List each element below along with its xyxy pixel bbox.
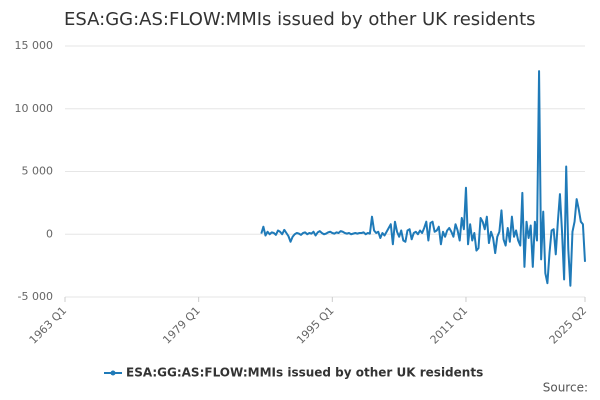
y-tick-label: 15 000 xyxy=(15,39,54,52)
x-tick-label: 1963 Q1 xyxy=(27,304,70,347)
y-tick-label: 10 000 xyxy=(15,102,54,115)
x-tick-label: 1979 Q1 xyxy=(160,304,203,347)
y-tick-label: 5 000 xyxy=(22,165,54,178)
x-tick-label: 2025 Q2 xyxy=(547,304,590,347)
x-tick-label: 2011 Q1 xyxy=(428,304,471,347)
chart-title: ESA:GG:AS:FLOW:MMIs issued by other UK r… xyxy=(64,9,536,30)
legend-label: ESA:GG:AS:FLOW:MMIs issued by other UK r… xyxy=(126,366,483,380)
legend-marker xyxy=(110,370,116,376)
y-tick-label: -5 000 xyxy=(18,290,53,303)
y-tick-label: 0 xyxy=(46,227,53,240)
source: Source: xyxy=(543,381,588,395)
x-tick-label: 1995 Q1 xyxy=(294,304,337,347)
data-line xyxy=(260,70,586,287)
